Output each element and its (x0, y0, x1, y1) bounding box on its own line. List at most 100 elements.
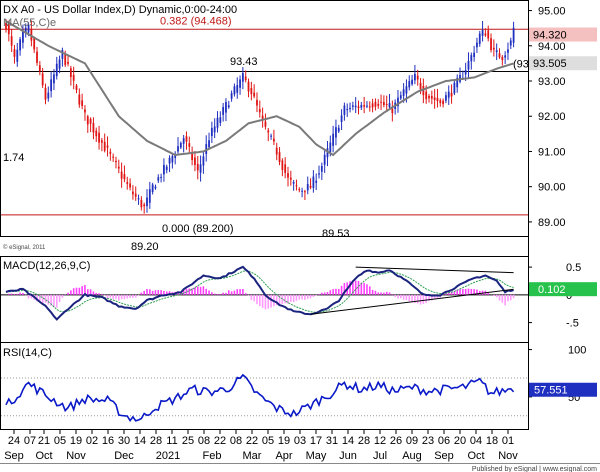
rsi-value-box (529, 382, 597, 397)
price-candle-body (326, 148, 329, 158)
footer-credit: Published by eSignal | www.esignal.com (472, 466, 597, 472)
price-y-tick-label: 94.00 (538, 41, 566, 53)
price-candle-body (436, 97, 439, 102)
price-candle-body (318, 173, 320, 175)
price-candle-body (363, 105, 366, 107)
price-candle-body (289, 177, 292, 180)
x-axis-day-label: 30 (118, 435, 130, 447)
price-candle-body (69, 68, 72, 78)
price-candle-body (425, 91, 428, 100)
price-candle-body (382, 102, 385, 106)
price-candle-body (267, 130, 270, 133)
price-candle-body (106, 145, 109, 148)
price-candle-body (306, 183, 309, 191)
price-candle-body (38, 65, 41, 72)
x-axis-day-label: 16 (102, 435, 114, 447)
price-candle-body (453, 82, 456, 94)
price-candle-body (53, 74, 55, 84)
macd-y-tick-label: -.5 (566, 318, 579, 330)
price-candle-body (360, 104, 363, 108)
price-candle-body (95, 130, 98, 137)
price-candle-body (222, 107, 225, 115)
macd-signal-line (5, 270, 514, 313)
price-candle-body (374, 101, 377, 107)
x-axis-month-label: Dec (114, 450, 134, 462)
price-candle-body (250, 88, 253, 95)
price-candle-body (346, 109, 349, 111)
price-candle-body (148, 189, 151, 203)
price-candle-body (84, 109, 86, 113)
x-axis-day-label: 19 (278, 435, 290, 447)
price-candle-body (50, 79, 53, 92)
price-y-tick-label: 91.00 (538, 146, 566, 158)
price-candle-body (92, 123, 95, 133)
price-candle-body (354, 105, 357, 108)
price-candle-body (112, 156, 115, 158)
x-axis-day-label: 21 (38, 435, 50, 447)
price-candle-body (24, 27, 27, 34)
price-candle-body (323, 154, 326, 165)
price-candle-body (244, 76, 247, 81)
price-candle-body (340, 115, 343, 122)
price-candle-body (233, 86, 236, 95)
macd-trendline (310, 288, 514, 315)
price-candle-body (16, 49, 19, 62)
price-candle-body (219, 117, 222, 123)
x-axis-day-label: 28 (358, 435, 370, 447)
price-candle-body (464, 70, 467, 75)
price-candle-body (115, 160, 117, 163)
x-axis-month-label: Feb (203, 450, 222, 462)
price-candle-body (368, 106, 371, 108)
price-candle-body (411, 79, 413, 85)
x-axis-day-label: 11 (166, 435, 177, 447)
price-candle-body (78, 94, 81, 105)
price-candle-body (72, 74, 75, 81)
price-candle-body (160, 176, 162, 178)
x-axis-day-label: 22 (214, 435, 226, 447)
x-axis-month-label: 2021 (156, 450, 180, 462)
last-price-label: 94.320 (533, 30, 567, 42)
price-candle-body (163, 164, 165, 175)
price-candle-body (61, 49, 64, 59)
price-candle-body (44, 87, 47, 100)
x-axis-month-label: Sep (434, 450, 454, 462)
price-candle-body (430, 95, 433, 99)
price-candle-body (408, 81, 411, 88)
price-candle-body (225, 101, 227, 113)
price-candle-body (275, 147, 278, 155)
price-candle-body (495, 50, 498, 53)
price-candle-body (504, 55, 507, 58)
price-candle-body (208, 140, 210, 148)
price-candle-body (402, 89, 405, 96)
price-candle-body (157, 177, 160, 181)
price-candle-body (5, 22, 7, 30)
x-axis-month-label: Nov (498, 450, 518, 462)
price-candle-body (428, 95, 430, 99)
x-axis-month-label: Apr (275, 450, 292, 462)
price-candle-body (120, 171, 123, 179)
price-candle-body (227, 105, 230, 108)
price-candle-body (284, 164, 287, 173)
price-candle-body (492, 47, 495, 50)
price-candle-body (55, 63, 58, 77)
price-candle-body (230, 93, 233, 99)
x-axis-day-label: 25 (182, 435, 194, 447)
x-axis-day-label: 06 (438, 435, 450, 447)
x-axis-day-label: 05 (262, 435, 274, 447)
price-candle-body (64, 53, 67, 65)
price-candle-body (191, 151, 194, 161)
x-axis-day-label: 02 (86, 435, 98, 447)
price-candle-body (100, 140, 103, 143)
x-axis-month-label: Nov (66, 450, 86, 462)
price-candle-body (416, 75, 419, 80)
price-candle-body (264, 121, 267, 127)
price-candle-body (456, 78, 459, 88)
price-candle-body (174, 154, 177, 158)
x-axis-day-label: 22 (246, 435, 258, 447)
price-candle-body (134, 193, 137, 197)
price-candle-body (154, 186, 157, 189)
price-candle-body (137, 198, 140, 200)
price-candle-body (292, 181, 295, 184)
